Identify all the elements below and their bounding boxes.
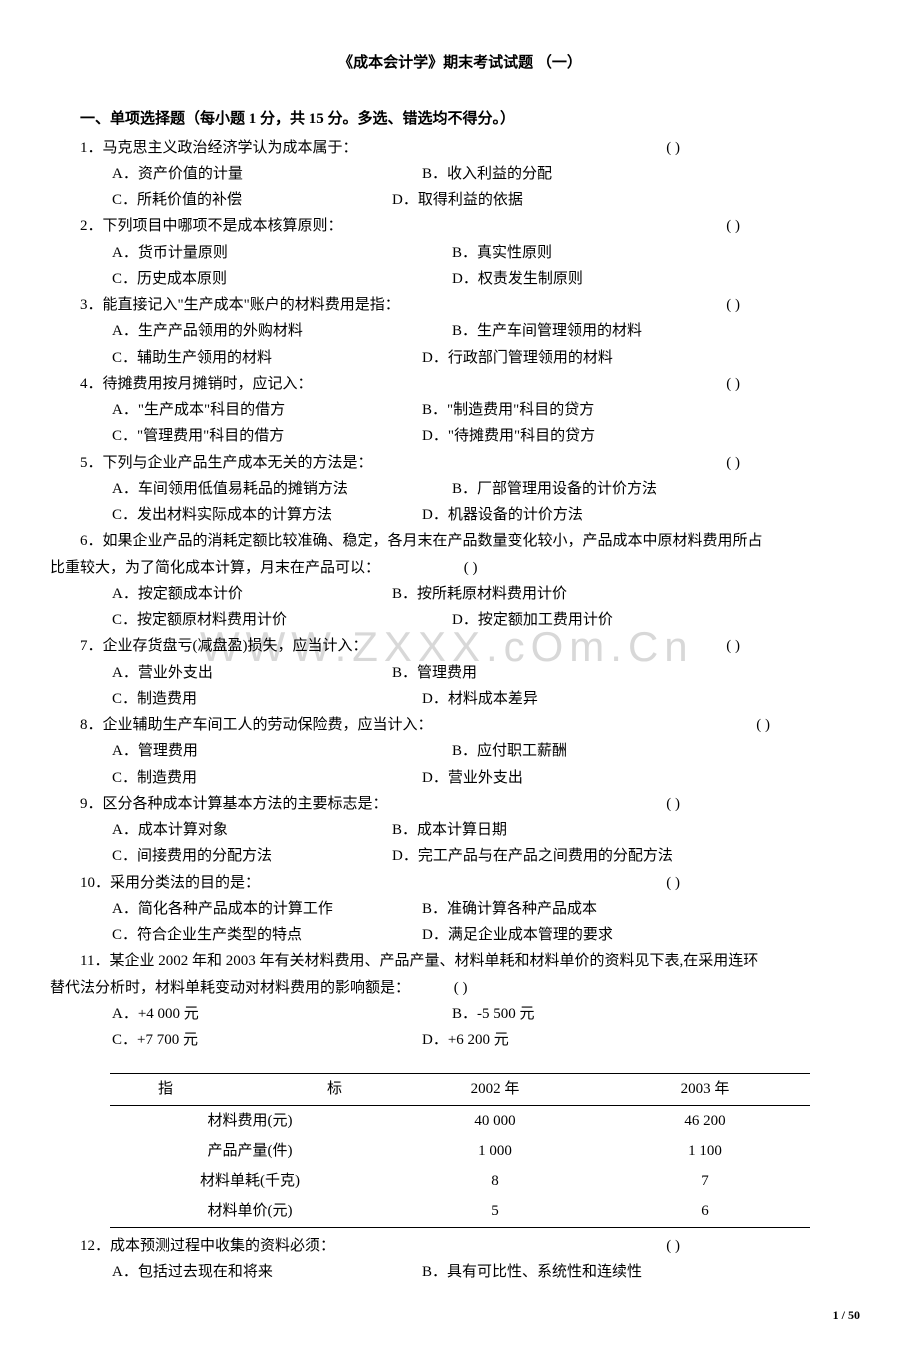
q3-bracket: ( ) (726, 292, 740, 318)
question-11-cont: 替代法分析时，材料单耗变动对材料费用的影响额是： ( ) (50, 975, 870, 1001)
q4-text: 4．待摊费用按月摊销时，应记入： (80, 376, 313, 392)
q8-opt-d: D．营业外支出 (422, 765, 870, 791)
q11-bracket: ( ) (454, 980, 468, 996)
q5-opt-d: D．机器设备的计价方法 (422, 502, 870, 528)
page-title: 《成本会计学》期末考试试题 （一） (50, 50, 870, 76)
q4-opt-c: C．"管理费用"科目的借方 (112, 423, 422, 449)
table-header-2003: 2003 年 (600, 1074, 810, 1105)
q7-opt-c: C．制造费用 (112, 686, 422, 712)
question-11: 11．某企业 2002 年和 2003 年有关材料费用、产品产量、材料单耗和材料… (80, 948, 870, 974)
question-10: 10．采用分类法的目的是： ( ) A．简化各种产品成本的计算工作 B．准确计算… (80, 870, 870, 949)
q2-text: 2．下列项目中哪项不是成本核算原则： (80, 218, 343, 234)
q8-opt-a: A．管理费用 (112, 738, 452, 764)
q6-opt-d: D．按定额加工费用计价 (452, 607, 870, 633)
q7-opt-a: A．营业外支出 (112, 660, 392, 686)
q6-opt-c: C．按定额原材料费用计价 (112, 607, 452, 633)
q9-opt-b: B．成本计算日期 (392, 817, 870, 843)
question-8: 8．企业辅助生产车间工人的劳动保险费，应当计入： ( ) A．管理费用 B．应付… (80, 712, 870, 791)
q6-text2: 比重较大，为了简化成本计算，月末在产品可以： (50, 560, 380, 576)
q7-opt-d: D．材料成本差异 (422, 686, 870, 712)
q11-text1: 11．某企业 2002 年和 2003 年有关材料费用、产品产量、材料单耗和材料… (80, 953, 758, 969)
question-5: 5．下列与企业产品生产成本无关的方法是： ( ) A．车间领用低值易耗品的摊销方… (80, 450, 870, 529)
question-12: 12．成本预测过程中收集的资料必须： ( ) A．包括过去现在和将来 B．具有可… (80, 1233, 870, 1286)
q3-opt-a: A．生产产品领用的外购材料 (112, 318, 452, 344)
q7-text: 7．企业存货盘亏(减盘盈)损失，应当计入： (80, 638, 368, 654)
q3-opt-c: C．辅助生产领用的材料 (112, 345, 422, 371)
q4-opt-b: B．"制造费用"科目的贷方 (422, 397, 870, 423)
table-row: 产品产量(件) 1 000 1 100 (110, 1136, 810, 1166)
question-11-opts: A．+4 000 元 B．-5 500 元 C．+7 700 元 D．+6 20… (80, 1001, 870, 1054)
question-6-cont: 比重较大，为了简化成本计算，月末在产品可以： ( ) (50, 555, 870, 581)
q9-opt-a: A．成本计算对象 (112, 817, 392, 843)
table-row: 材料单耗(千克) 8 7 (110, 1166, 810, 1196)
q6-opt-a: A．按定额成本计价 (112, 581, 392, 607)
table-row: 材料单价(元) 5 6 (110, 1196, 810, 1227)
q2-opt-c: C．历史成本原则 (112, 266, 452, 292)
q5-bracket: ( ) (726, 450, 740, 476)
q1-opt-d: D．取得利益的依据 (392, 187, 870, 213)
q1-opt-a: A．资产价值的计量 (112, 161, 422, 187)
q12-opt-b: B．具有可比性、系统性和连续性 (422, 1259, 870, 1285)
q10-opt-c: C．符合企业生产类型的特点 (112, 922, 422, 948)
q3-text: 3．能直接记入"生产成本"账户的材料费用是指： (80, 297, 400, 313)
q12-bracket: ( ) (666, 1233, 680, 1259)
question-4: 4．待摊费用按月摊销时，应记入： ( ) A．"生产成本"科目的借方 B．"制造… (80, 371, 870, 450)
q9-opt-d: D．完工产品与在产品之间费用的分配方法 (392, 843, 870, 869)
q11-opt-d: D．+6 200 元 (422, 1027, 870, 1053)
question-6-opts: A．按定额成本计价 B．按所耗原材料费用计价 C．按定额原材料费用计价 D．按定… (80, 581, 870, 634)
table-row: 材料费用(元) 40 000 46 200 (110, 1105, 810, 1136)
q6-text1: 6．如果企业产品的消耗定额比较准确、稳定，各月末在产品数量变化较小，产品成本中原… (80, 533, 763, 549)
q10-opt-b: B．准确计算各种产品成本 (422, 896, 870, 922)
q12-text: 12．成本预测过程中收集的资料必须： (80, 1238, 335, 1254)
question-6: 6．如果企业产品的消耗定额比较准确、稳定，各月末在产品数量变化较小，产品成本中原… (80, 528, 870, 554)
q2-opt-b: B．真实性原则 (452, 240, 870, 266)
q7-opt-b: B．管理费用 (392, 660, 870, 686)
q11-text2: 替代法分析时，材料单耗变动对材料费用的影响额是： (50, 980, 410, 996)
q10-text: 10．采用分类法的目的是： (80, 875, 260, 891)
q7-bracket: ( ) (726, 633, 740, 659)
q8-opt-b: B．应付职工薪酬 (452, 738, 870, 764)
q8-bracket: ( ) (756, 712, 770, 738)
q10-opt-a: A．简化各种产品成本的计算工作 (112, 896, 422, 922)
table-header-2002: 2002 年 (390, 1074, 600, 1105)
q2-opt-d: D．权责发生制原则 (452, 266, 870, 292)
question-3: 3．能直接记入"生产成本"账户的材料费用是指： ( ) A．生产产品领用的外购材… (80, 292, 870, 371)
q4-opt-d: D．"待摊费用"科目的贷方 (422, 423, 870, 449)
question-2: 2．下列项目中哪项不是成本核算原则： ( ) A．货币计量原则 B．真实性原则 … (80, 213, 870, 292)
q8-opt-c: C．制造费用 (112, 765, 422, 791)
q12-opt-a: A．包括过去现在和将来 (112, 1259, 422, 1285)
data-table: 指 标 2002 年 2003 年 材料费用(元) 40 000 46 200 … (110, 1073, 810, 1227)
q11-opt-b: B．-5 500 元 (452, 1001, 870, 1027)
question-7: 7．企业存货盘亏(减盘盈)损失，应当计入： ( ) A．营业外支出 B．管理费用… (80, 633, 870, 712)
q6-opt-b: B．按所耗原材料费用计价 (392, 581, 870, 607)
q2-opt-a: A．货币计量原则 (112, 240, 452, 266)
table-header-indicator: 指 标 (110, 1074, 390, 1105)
q5-opt-b: B．厂部管理用设备的计价方法 (452, 476, 870, 502)
q1-text: 1．马克思主义政治经济学认为成本属于： (80, 140, 358, 156)
q11-opt-c: C．+7 700 元 (112, 1027, 422, 1053)
q1-opt-c: C．所耗价值的补偿 (112, 187, 392, 213)
q3-opt-b: B．生产车间管理领用的材料 (452, 318, 870, 344)
section-title: 一、单项选择题（每小题 1 分，共 15 分。多选、错选均不得分。） (80, 106, 870, 132)
page-number: 1 / 50 (50, 1305, 860, 1326)
q4-opt-a: A．"生产成本"科目的借方 (112, 397, 422, 423)
q9-text: 9．区分各种成本计算基本方法的主要标志是： (80, 796, 388, 812)
q5-text: 5．下列与企业产品生产成本无关的方法是： (80, 455, 373, 471)
q8-text: 8．企业辅助生产车间工人的劳动保险费，应当计入： (80, 717, 433, 733)
q2-bracket: ( ) (726, 213, 740, 239)
q5-opt-a: A．车间领用低值易耗品的摊销方法 (112, 476, 452, 502)
q4-bracket: ( ) (726, 371, 740, 397)
q9-opt-c: C．间接费用的分配方法 (112, 843, 392, 869)
q1-opt-b: B．收入利益的分配 (422, 161, 870, 187)
q10-opt-d: D．满足企业成本管理的要求 (422, 922, 870, 948)
q9-bracket: ( ) (666, 791, 680, 817)
q10-bracket: ( ) (666, 870, 680, 896)
q5-opt-c: C．发出材料实际成本的计算方法 (112, 502, 422, 528)
question-1: 1．马克思主义政治经济学认为成本属于： ( ) A．资产价值的计量 B．收入利益… (80, 135, 870, 214)
question-9: 9．区分各种成本计算基本方法的主要标志是： ( ) A．成本计算对象 B．成本计… (80, 791, 870, 870)
q11-opt-a: A．+4 000 元 (112, 1001, 452, 1027)
q6-bracket: ( ) (464, 555, 478, 581)
q1-bracket: ( ) (666, 135, 680, 161)
q3-opt-d: D．行政部门管理领用的材料 (422, 345, 870, 371)
